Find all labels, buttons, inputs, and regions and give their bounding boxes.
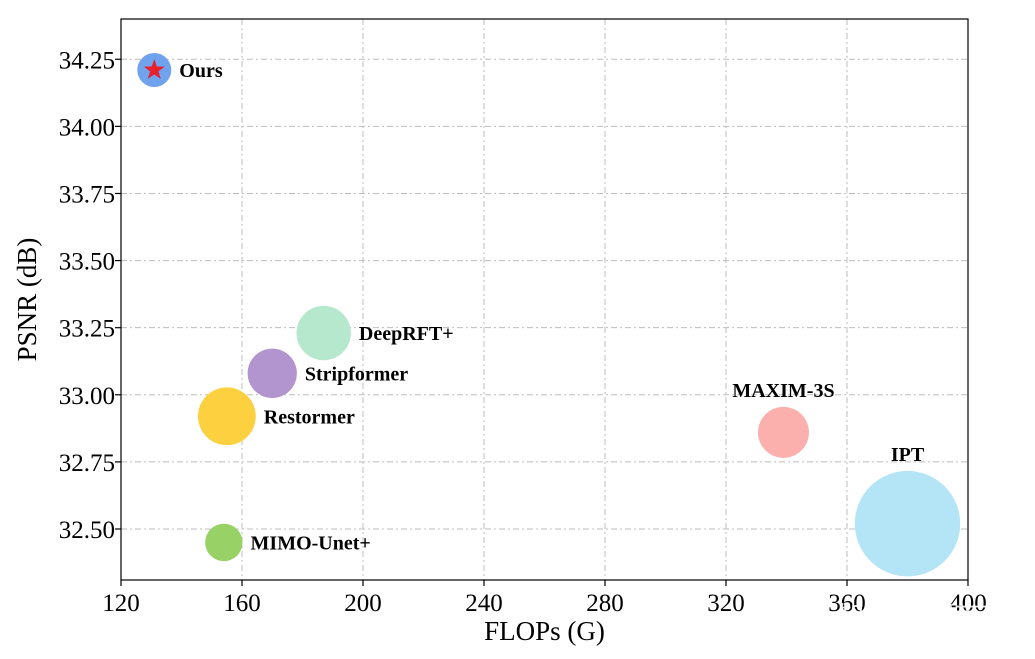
label-ours: Ours: [179, 60, 223, 82]
point-labels: Ours DeepRFT+ Stripformer Restormer MIMO-Une…: [179, 60, 925, 554]
label-restormer: Restormer: [264, 406, 355, 428]
x-tick-label: 320: [707, 590, 745, 617]
bubble-restormer: [197, 387, 256, 446]
axis-ticks: 120 160 200 240 280 320 360 400 32.50 32.75 33.00 3…: [59, 47, 987, 617]
y-tick-label: 34.25: [59, 47, 115, 74]
bubble-maxim-3s: [757, 406, 809, 458]
y-tick-label: 33.00: [59, 383, 115, 410]
x-tick-label: 280: [586, 590, 624, 617]
bubble-stripformer: [247, 348, 297, 398]
y-tick-label: 33.25: [59, 316, 115, 343]
x-axis-title: FLOPs (G): [484, 616, 605, 646]
label-mimo-unet: MIMO-Unet+: [251, 532, 371, 554]
x-tick-label: 120: [102, 590, 140, 617]
star-icon: [143, 59, 165, 79]
x-tick-label: 400: [949, 590, 987, 617]
y-tick-label: 32.75: [59, 450, 115, 477]
y-tick-label: 33.50: [59, 249, 115, 276]
plot-frame: [120, 18, 969, 581]
label-stripformer: Stripformer: [305, 363, 408, 385]
y-tick-label: 34.00: [59, 114, 115, 141]
y-tick-label: 33.75: [59, 181, 115, 208]
label-deeprft: DeepRFT+: [359, 323, 454, 345]
x-tick-label: 360: [828, 590, 866, 617]
watermark-text: 知乎 @团南南: [837, 602, 1008, 633]
grid-lines: [121, 19, 968, 580]
y-tick-label: 32.50: [59, 517, 115, 544]
y-axis-title: PSNR (dB): [12, 238, 42, 362]
label-ipt: IPT: [891, 444, 925, 466]
bubble-mimo-unet: [205, 523, 243, 562]
bubble-ipt: [854, 470, 961, 577]
x-tick-label: 240: [465, 590, 503, 617]
bubble-deeprft: [296, 305, 351, 361]
x-tick-label: 160: [223, 590, 261, 617]
label-maxim-3s: MAXIM-3S: [732, 380, 834, 402]
x-tick-label: 200: [344, 590, 382, 617]
bubbles: [137, 53, 961, 577]
